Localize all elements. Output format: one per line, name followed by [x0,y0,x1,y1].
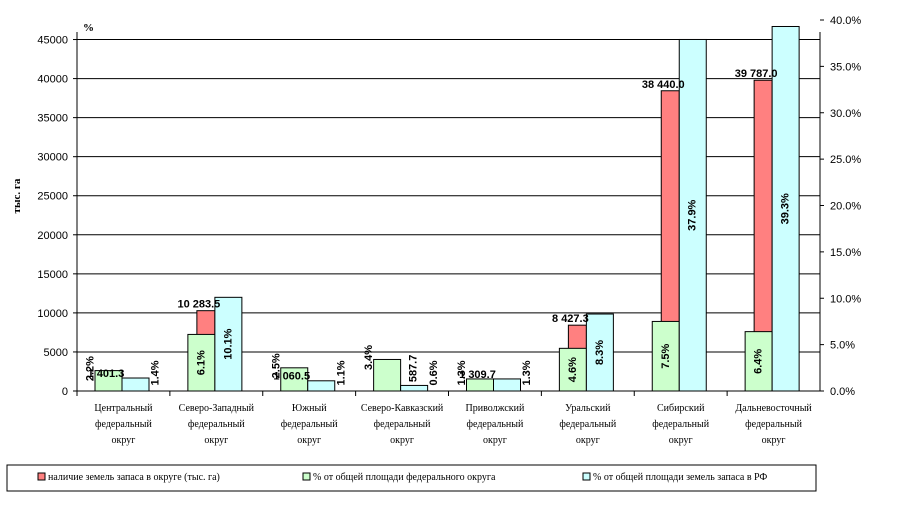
left-axis-title: тыс. га [11,178,23,213]
bars [94,25,800,392]
data-labels: 1 401.32.2% 1.4% 10 283.5 6.1% 10.1% 1 060.52… [85,68,792,385]
category-label: федеральный [281,419,338,430]
legend-label: % от общей площади федерального округа [313,472,496,483]
legend-swatch [37,472,46,481]
category-label: округ [204,435,228,446]
right-axis-title: % [83,22,94,34]
bar-pct-district [373,358,402,392]
left-tick-label: 10000 [37,308,68,320]
left-tick-label: 35000 [37,113,68,125]
left-tick-label: 0 [62,386,68,398]
bar-pct-district [558,347,587,392]
category-label: округ [390,435,414,446]
category-label: Дальневосточный [735,403,812,414]
category-label: округ [576,435,600,446]
label-pct-rf: 10.1% [222,328,234,359]
right-tick-label: 15.0% [830,247,861,259]
label-land-reserve: 10 283.5 [177,299,220,311]
bar-pct-rf [121,377,150,392]
label-pct-district: 2.2% [85,356,97,381]
bar-pct-rf [771,25,800,392]
category-label: округ [297,435,321,446]
legend-label: % от общей площади земель запаса в РФ [593,472,767,483]
category-label: округ [112,435,136,446]
right-tick-label: 30.0% [830,108,861,120]
label-pct-district: 3.4% [363,345,375,370]
category-label: федеральный [745,419,802,430]
right-tick-label: 20.0% [830,201,861,213]
label-land-reserve: 38 440.0 [642,79,685,91]
bar-pct-district [744,331,773,392]
label-pct-district: 1.3% [456,360,468,385]
category-label: федеральный [374,419,431,430]
legend-box [6,464,817,492]
bar-pct-rf [307,380,336,392]
right-tick-label: 10.0% [830,293,861,305]
label-land-reserve: 1 309.7 [459,369,496,381]
category-label: округ [762,435,786,446]
bar-pct-rf [400,384,429,392]
label-pct-district: 6.1% [195,350,207,375]
axes: 0 5000 10000 15000 20000 25000 30000 35000 40000… [37,15,861,446]
right-tick-label: 5.0% [830,340,855,352]
legend-label: наличие земель запаса в округе (тыс. га) [48,472,220,483]
category-label: округ [669,435,693,446]
category-label: федеральный [467,419,524,430]
category-label: Сибирский [657,403,705,414]
label-pct-rf: 0.6% [428,360,440,385]
category-label: Северо-Кавказский [361,403,444,414]
label-land-reserve: 1 060.5 [273,371,310,383]
label-pct-rf: 8.3% [594,340,606,365]
category-label: Северо-Западный [179,403,255,414]
bar-pct-rf [585,313,614,392]
legend-swatch [582,472,591,481]
label-pct-district: 6.4% [753,349,765,374]
left-tick-label: 5000 [44,347,68,359]
label-pct-rf: 1.4% [150,360,162,385]
label-pct-district: 4.6% [567,357,579,382]
bar-pct-rf [214,296,243,392]
right-tick-label: 35.0% [830,61,861,73]
legend-swatch [302,472,311,481]
category-label: федеральный [95,419,152,430]
label-land-reserve: 8 427.3 [552,313,589,325]
label-land-reserve: 587.7 [408,355,420,383]
label-land-reserve: 1 401.3 [88,368,125,380]
label-pct-rf: 39.3% [780,193,792,224]
bar-pct-rf [493,378,521,392]
left-tick-label: 20000 [37,230,68,242]
category-label: федеральный [652,419,709,430]
right-tick-label: 25.0% [830,154,861,166]
label-pct-district: 2.5% [270,353,282,378]
label-pct-rf: 1.3% [521,360,533,385]
category-label: Южный [292,403,327,414]
category-label: Центральный [94,403,153,414]
bar-pct-rf [678,38,707,392]
label-pct-rf: 1.1% [335,360,347,385]
category-label: округ [483,435,507,446]
label-pct-district: 7.5% [660,343,672,368]
left-tick-label: 45000 [37,35,68,47]
label-pct-rf: 37.9% [687,199,699,230]
left-tick-label: 15000 [37,269,68,281]
right-tick-label: 0.0% [830,386,855,398]
category-label: Уральский [565,403,611,414]
label-land-reserve: 39 787.0 [735,68,778,80]
category-label: Приволжский [466,403,525,414]
left-tick-label: 25000 [37,191,68,203]
category-label: федеральный [559,419,616,430]
left-tick-label: 30000 [37,152,68,164]
right-tick-label: 40.0% [830,15,861,27]
left-tick-label: 40000 [37,74,68,86]
legend: наличие земель запаса в округе (тыс. га)… [6,464,817,492]
category-label: федеральный [188,419,245,430]
